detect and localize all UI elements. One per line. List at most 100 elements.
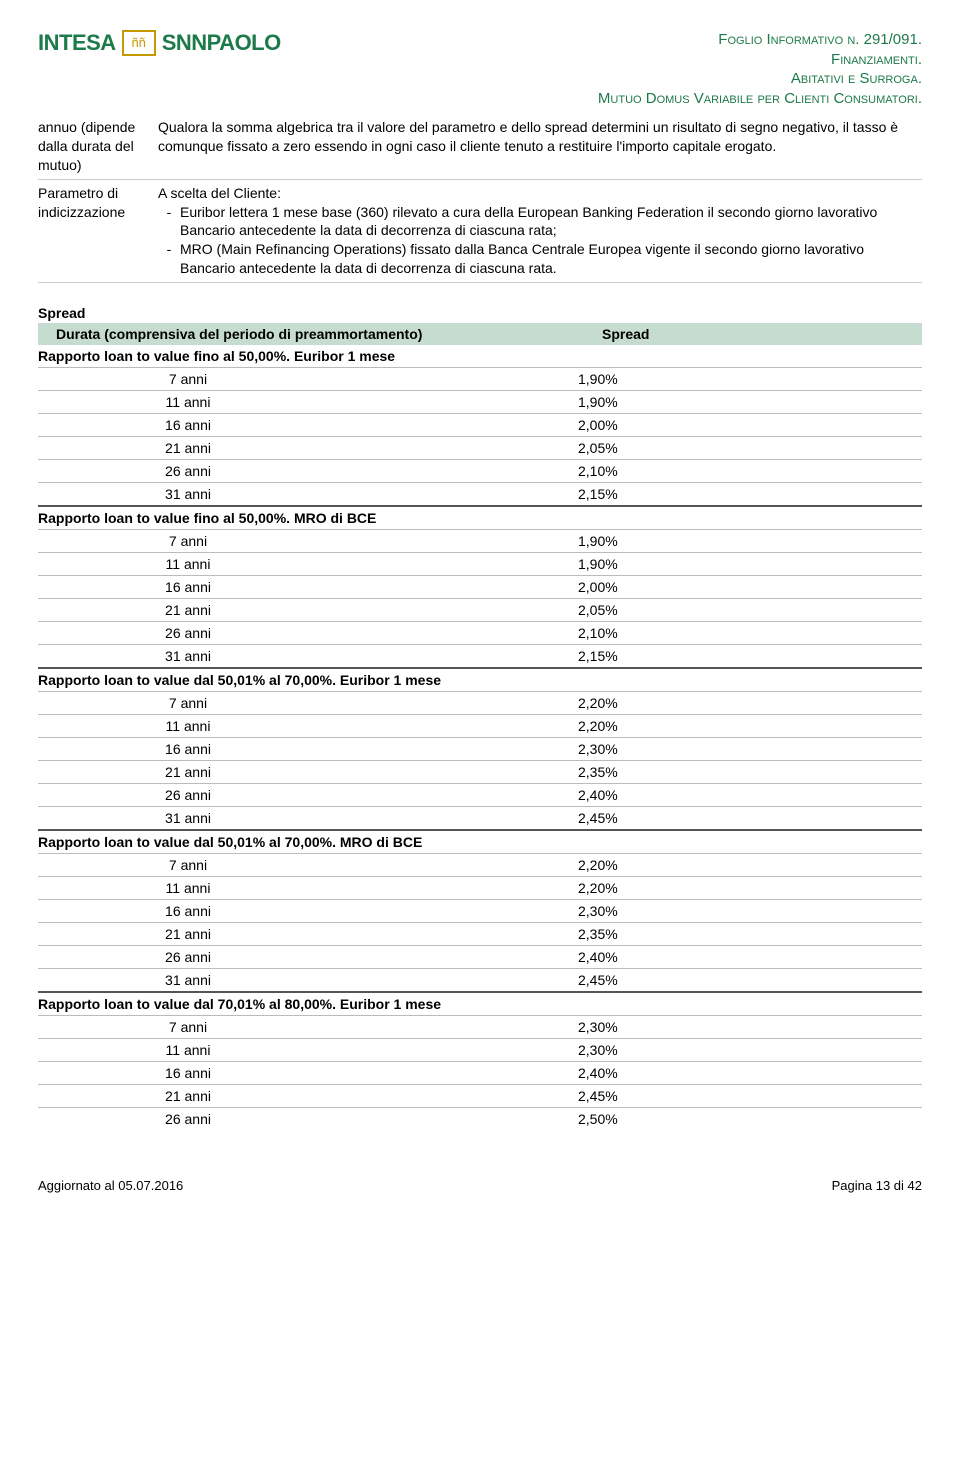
- spread-row-durata: 21 anni: [38, 602, 338, 618]
- spread-row: 31 anni2,45%: [38, 806, 922, 829]
- spread-row-durata: 26 anni: [38, 949, 338, 965]
- logo: INTESA ññ SNNPAOLO: [38, 30, 281, 56]
- spread-row: 21 anni2,35%: [38, 760, 922, 783]
- spread-row-spread: 2,00%: [338, 579, 922, 595]
- spread-row-durata: 7 anni: [38, 857, 338, 873]
- spread-row-spread: 1,90%: [338, 394, 922, 410]
- spread-row: 11 anni1,90%: [38, 390, 922, 413]
- info-row-label: annuo (dipende dalla durata del mutuo): [38, 114, 158, 179]
- spread-row: 16 anni2,30%: [38, 899, 922, 922]
- spread-row-spread: 2,20%: [338, 718, 922, 734]
- spread-row-spread: 2,20%: [338, 880, 922, 896]
- spread-row-spread: 2,45%: [338, 972, 922, 988]
- spread-row: 21 anni2,35%: [38, 922, 922, 945]
- spread-row-spread: 2,40%: [338, 1065, 922, 1081]
- spread-row-spread: 2,30%: [338, 1019, 922, 1035]
- spread-row: 31 anni2,45%: [38, 968, 922, 991]
- spread-row: 11 anni2,20%: [38, 714, 922, 737]
- doc-header-line3: Abitativi e Surroga.: [598, 69, 922, 89]
- spread-row-durata: 11 anni: [38, 880, 338, 896]
- spread-row-durata: 16 anni: [38, 1065, 338, 1081]
- dash-icon: -: [158, 240, 180, 278]
- spread-row: 21 anni2,45%: [38, 1084, 922, 1107]
- spread-row: 16 anni2,30%: [38, 737, 922, 760]
- spread-row-durata: 7 anni: [38, 533, 338, 549]
- spread-row-spread: 2,35%: [338, 764, 922, 780]
- spread-row-spread: 2,40%: [338, 949, 922, 965]
- spread-row-durata: 11 anni: [38, 718, 338, 734]
- spread-row-spread: 2,15%: [338, 486, 922, 502]
- logo-intesa: INTESA: [38, 30, 116, 56]
- spread-row-durata: 11 anni: [38, 556, 338, 572]
- spread-header: Durata (comprensiva del periodo di pream…: [38, 323, 922, 345]
- spread-row: 11 anni2,30%: [38, 1038, 922, 1061]
- spread-row-durata: 26 anni: [38, 787, 338, 803]
- spread-row-spread: 2,45%: [338, 1088, 922, 1104]
- spread-row: 26 anni2,40%: [38, 945, 922, 968]
- doc-header-line4: Mutuo Domus Variabile per Clienti Consum…: [598, 89, 922, 109]
- spread-row-durata: 31 anni: [38, 486, 338, 502]
- spread-row: 7 anni2,20%: [38, 853, 922, 876]
- spread-section-title: Rapporto loan to value dal 70,01% al 80,…: [38, 991, 922, 1015]
- spread-row-durata: 16 anni: [38, 579, 338, 595]
- spread-row-durata: 31 anni: [38, 972, 338, 988]
- page-footer: Aggiornato al 05.07.2016 Pagina 13 di 42: [38, 1178, 922, 1193]
- spread-row-durata: 7 anni: [38, 371, 338, 387]
- spread-section-title: Rapporto loan to value fino al 50,00%. M…: [38, 505, 922, 529]
- spread-row-spread: 2,10%: [338, 463, 922, 479]
- spread-row-durata: 21 anni: [38, 764, 338, 780]
- spread-row-durata: 31 anni: [38, 648, 338, 664]
- spread-row: 16 anni2,00%: [38, 413, 922, 436]
- dash-icon: -: [158, 203, 180, 241]
- spread-row-durata: 7 anni: [38, 695, 338, 711]
- spread-table: Rapporto loan to value fino al 50,00%. E…: [38, 345, 922, 1130]
- spread-row-spread: 2,15%: [338, 648, 922, 664]
- spread-row-durata: 21 anni: [38, 926, 338, 942]
- spread-row-spread: 2,05%: [338, 602, 922, 618]
- spread-row: 26 anni2,10%: [38, 621, 922, 644]
- info-row-item: -Euribor lettera 1 mese base (360) rilev…: [158, 203, 916, 241]
- spread-row-spread: 1,90%: [338, 533, 922, 549]
- doc-header: Foglio Informativo n. 291/091. Finanziam…: [598, 30, 922, 108]
- spread-row-spread: 2,30%: [338, 903, 922, 919]
- doc-header-line1: Foglio Informativo n. 291/091.: [598, 30, 922, 50]
- page-header: INTESA ññ SNNPAOLO Foglio Informativo n.…: [38, 30, 922, 108]
- spread-row: 31 anni2,15%: [38, 644, 922, 667]
- footer-left: Aggiornato al 05.07.2016: [38, 1178, 183, 1193]
- spread-row-durata: 26 anni: [38, 463, 338, 479]
- spread-row: 16 anni2,00%: [38, 575, 922, 598]
- spread-row: 11 anni2,20%: [38, 876, 922, 899]
- spread-section-title: Rapporto loan to value fino al 50,00%. E…: [38, 345, 922, 367]
- logo-sanpaolo: SNNPAOLO: [162, 30, 281, 56]
- logo-box-icon: ññ: [122, 30, 156, 56]
- spread-row-spread: 1,90%: [338, 556, 922, 572]
- spread-row-spread: 2,30%: [338, 1042, 922, 1058]
- spread-row: 21 anni2,05%: [38, 598, 922, 621]
- spread-row: 31 anni2,15%: [38, 482, 922, 505]
- spread-row-durata: 16 anni: [38, 741, 338, 757]
- spread-row: 26 anni2,10%: [38, 459, 922, 482]
- spread-row-durata: 21 anni: [38, 1088, 338, 1104]
- spread-row: 7 anni1,90%: [38, 529, 922, 552]
- footer-right: Pagina 13 di 42: [832, 1178, 922, 1193]
- spread-row-spread: 2,35%: [338, 926, 922, 942]
- spread-header-spread: Spread: [602, 326, 922, 342]
- info-row-body: A scelta del Cliente:-Euribor lettera 1 …: [158, 179, 922, 282]
- spread-row-durata: 21 anni: [38, 440, 338, 456]
- spread-title: Spread: [38, 305, 922, 321]
- spread-section-title: Rapporto loan to value dal 50,01% al 70,…: [38, 829, 922, 853]
- info-row-item-text: MRO (Main Refinancing Operations) fissat…: [180, 240, 916, 278]
- spread-row: 7 anni2,30%: [38, 1015, 922, 1038]
- spread-row-durata: 16 anni: [38, 903, 338, 919]
- spread-row-durata: 11 anni: [38, 1042, 338, 1058]
- info-row-body: Qualora la somma algebrica tra il valore…: [158, 114, 922, 179]
- spread-header-durata: Durata (comprensiva del periodo di pream…: [38, 326, 602, 342]
- spread-row-spread: 2,10%: [338, 625, 922, 641]
- spread-row: 26 anni2,50%: [38, 1107, 922, 1130]
- spread-row-durata: 31 anni: [38, 810, 338, 826]
- info-row-label: Parametro di indicizzazione: [38, 179, 158, 282]
- info-row-item-text: Euribor lettera 1 mese base (360) rileva…: [180, 203, 916, 241]
- spread-row-spread: 2,40%: [338, 787, 922, 803]
- spread-row-spread: 1,90%: [338, 371, 922, 387]
- info-table: annuo (dipende dalla durata del mutuo)Qu…: [38, 114, 922, 283]
